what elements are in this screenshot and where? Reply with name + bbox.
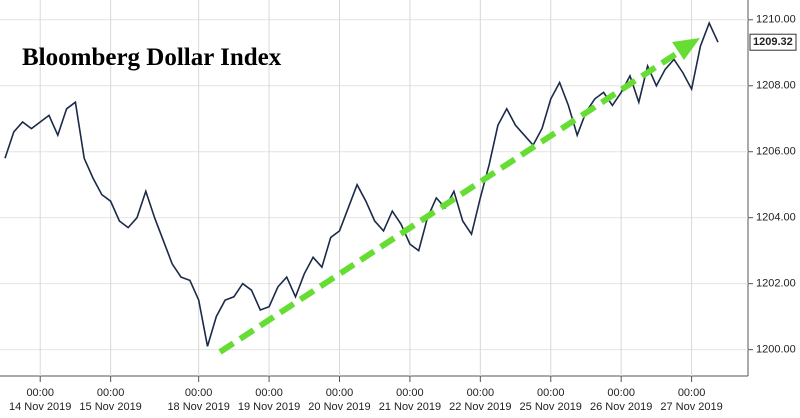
y-tick-label: 1204.00 (756, 212, 796, 224)
x-tick-label: 00:00 26 Nov 2019 (589, 387, 653, 413)
x-tick-label: 00:00 20 Nov 2019 (308, 387, 371, 413)
last-value-box (749, 33, 797, 51)
plot-area (0, 0, 748, 376)
x-tick-label: 00:00 14 Nov 2019 (9, 387, 72, 413)
y-tick-label: 1200.00 (756, 344, 796, 356)
price-line (4, 21, 719, 347)
x-tick-label: 00:00 21 Nov 2019 (378, 387, 442, 413)
last-value-label: 1209.32 (753, 36, 793, 48)
x-tick-label: 00:00 15 Nov 2019 (79, 387, 142, 413)
y-tick-label: 1208.00 (756, 80, 796, 92)
chart-title: Bloomberg Dollar Index (22, 44, 282, 71)
trend-arrow (218, 47, 684, 355)
x-tick-label: 00:00 18 Nov 2019 (167, 387, 230, 413)
x-tick-label: 00:00 22 Nov 2019 (449, 387, 512, 413)
y-tick-label: 1210.00 (756, 14, 796, 26)
x-tick-label: 00:00 19 Nov 2019 (237, 387, 301, 413)
y-tick-label: 1206.00 (756, 146, 796, 158)
y-tick-label: 1202.00 (756, 278, 796, 290)
trend-arrowhead (672, 38, 700, 60)
x-tick-label: 00:00 27 Nov 2019 (660, 387, 723, 413)
x-tick-label: 00:00 25 Nov 2019 (519, 387, 582, 413)
